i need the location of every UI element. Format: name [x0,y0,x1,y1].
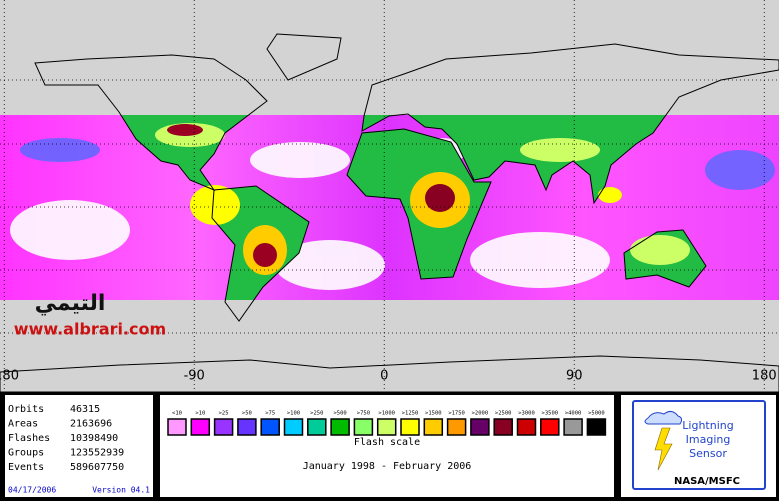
legend-swatch [167,418,187,436]
legend-swatch [446,418,467,436]
period: January 1998 - February 2006 [303,461,472,472]
legend-swatch [586,418,607,436]
legend-label: >3500 [542,411,559,417]
watermark-url: www.albrari.com [14,320,166,339]
stat-value: 123552939 [70,448,124,459]
legend-swatch [540,418,560,436]
legend-swatch [423,418,444,436]
legend-swatch [470,418,490,436]
legend-label: <10 [172,411,182,417]
legend-title: Flash scale [354,437,420,448]
legend-label: >25 [219,411,229,417]
legend-swatch [260,418,280,436]
legend-label: >500 [333,411,346,417]
watermark-arabic: التيمي [35,291,106,316]
stats-panel [5,395,153,497]
logo-line: Lightning [682,419,733,432]
legend-label: >1250 [402,411,419,417]
legend-swatch [493,418,513,436]
legend-label: >1000 [378,411,395,417]
legend-label: >2500 [495,411,512,417]
x-tick-label: -180 [0,369,19,384]
legend-swatch [190,418,211,436]
logo-panel [621,395,776,497]
legend-label: >4000 [565,411,582,417]
legend-swatch [283,418,304,436]
legend-swatch [353,418,374,436]
logo-line: Sensor [689,447,727,460]
x-tick-label: -90 [184,369,205,384]
legend-label: >250 [310,411,323,417]
legend-swatch [400,418,420,436]
stat-label: Orbits [8,404,44,415]
legend-swatch [516,418,537,436]
legend-label: >1500 [425,411,442,417]
stat-value: 46315 [70,404,100,415]
legend-panel [160,395,614,497]
stat-value: 589607750 [70,462,124,473]
footer-version: Version 04.1 [92,486,150,495]
legend-label: >100 [287,411,300,417]
legend-label: >10 [195,411,205,417]
stat-label: Groups [8,448,44,459]
stat-value: 2163696 [70,419,112,430]
logo-cloud [644,410,683,425]
legend-label: >2000 [472,411,489,417]
stat-value: 10398490 [70,433,118,444]
legend-label: >50 [242,411,252,417]
logo-bolt [654,427,673,471]
x-tick-label: 180 [752,369,777,384]
logo-frame [632,400,766,490]
logo-line: Imaging [686,433,731,446]
legend-swatch [376,418,397,436]
stat-label: Areas [8,419,38,430]
legend-swatch [563,418,583,436]
footer-date: 04/17/2006 [8,486,56,495]
x-tick-label: 90 [566,369,583,384]
legend-label: >1750 [448,411,465,417]
legend-label: >75 [265,411,275,417]
legend-swatch [237,418,257,436]
logo-credit: NASA/MSFC [674,476,740,487]
flash-scale: <10 >10 >25 >50 >75 >100 >250 >500 >750 >1000 >125… [167,411,607,436]
legend-label: >3000 [518,411,535,417]
legend-label: >5000 [588,411,605,417]
stat-label: Flashes [8,433,50,444]
grid [0,0,779,392]
legend-swatch [213,418,234,436]
stat-label: Events [8,462,44,473]
legend-swatch [307,418,327,436]
legend-swatch [330,418,350,436]
x-tick-label: 0 [380,369,388,384]
stats-table: Orbits 46315 Areas 2163696 Flashes 10398490 Gr… [8,404,124,473]
legend-label: >750 [357,411,370,417]
